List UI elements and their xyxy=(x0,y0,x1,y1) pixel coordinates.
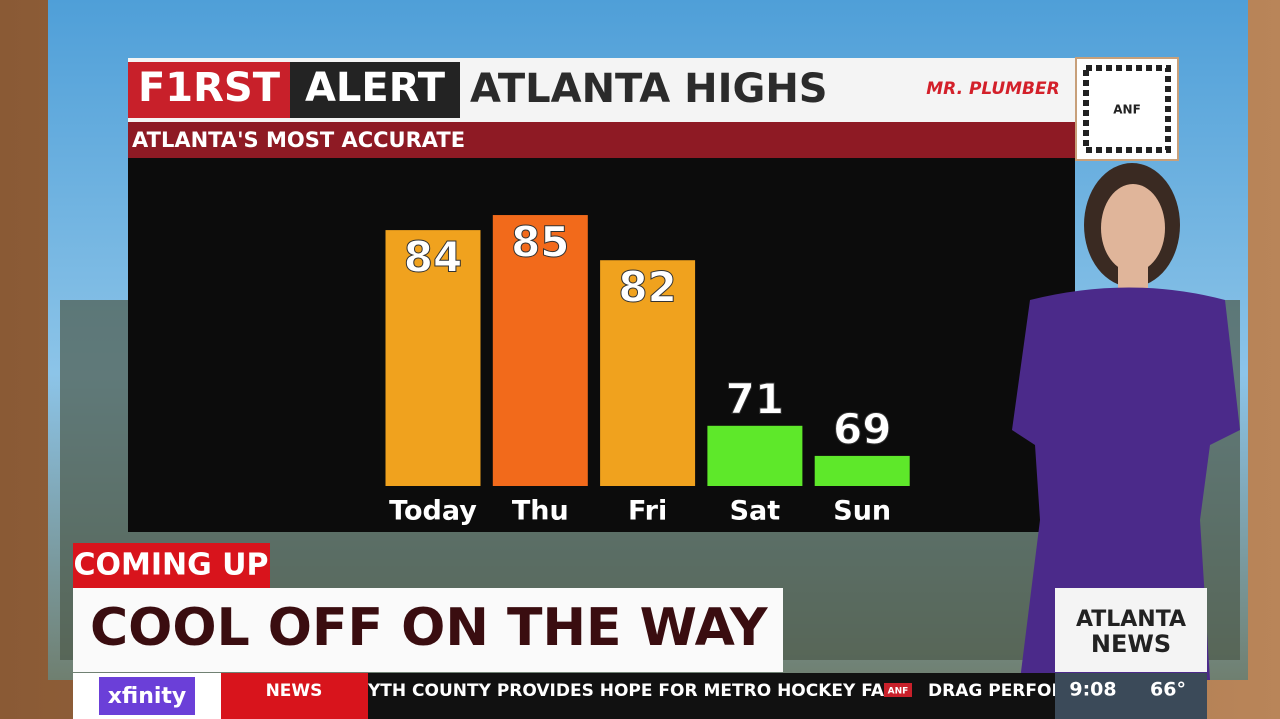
separator-box xyxy=(884,683,912,697)
temperature: 66° xyxy=(1150,679,1186,701)
presenter xyxy=(1012,163,1240,680)
x-tick-label: Thu xyxy=(512,496,569,527)
value-label: 71 xyxy=(726,374,784,423)
station: ATLANTA xyxy=(1076,607,1186,632)
headline: COOL OFF ON THE WAY xyxy=(90,598,769,658)
separator: ANF xyxy=(888,687,909,697)
x-tick-label: Today xyxy=(389,496,477,527)
headline-box xyxy=(73,588,783,672)
ticker-story: YTH COUNTY PROVIDES HOPE FOR METRO HOCKE… xyxy=(367,681,911,701)
ticker-story: DRAG PERFOR xyxy=(928,681,1065,701)
bar xyxy=(707,425,803,486)
ticker-box xyxy=(368,673,1055,719)
sponsor: MR. PLUMBER xyxy=(926,79,1059,99)
value-label: 69 xyxy=(833,404,891,453)
station-box xyxy=(1055,588,1207,672)
bar xyxy=(600,260,696,486)
section-box xyxy=(221,673,368,719)
x-tick-label: Fri xyxy=(628,496,667,527)
kicker-box xyxy=(73,543,270,588)
value-label: 85 xyxy=(511,218,569,267)
partner: xfinity xyxy=(108,684,187,709)
chart-title: ATLANTA HIGHS xyxy=(470,66,828,112)
value-label: 82 xyxy=(618,263,676,312)
brand: ALERT xyxy=(305,65,446,111)
partner-logo xyxy=(99,677,195,715)
qr-label: ANF xyxy=(1113,103,1141,117)
chart-marks: 84 Today 85 Thu 82 Fri 71 Sat 69 Sun xyxy=(385,215,910,527)
bar xyxy=(814,455,910,486)
time: 9:08 xyxy=(1069,679,1116,701)
value-label: 84 xyxy=(404,233,462,282)
brand-box xyxy=(290,62,460,118)
qr-pattern xyxy=(1083,65,1171,153)
chart-subtitle: ATLANTA'S MOST ACCURATE xyxy=(132,128,465,152)
qr-code xyxy=(1075,57,1179,161)
kicker: COMING UP xyxy=(73,548,268,583)
x-tick-label: Sun xyxy=(833,496,891,527)
bar xyxy=(385,230,481,486)
section: NEWS xyxy=(266,681,323,701)
x-tick-label: Sat xyxy=(730,496,781,527)
clock-box xyxy=(1055,673,1207,719)
subtitle-bar xyxy=(128,122,1075,158)
brand-box xyxy=(128,62,290,118)
station: NEWS xyxy=(1091,630,1171,658)
bar xyxy=(492,215,588,487)
brand: F1RST xyxy=(138,65,281,111)
